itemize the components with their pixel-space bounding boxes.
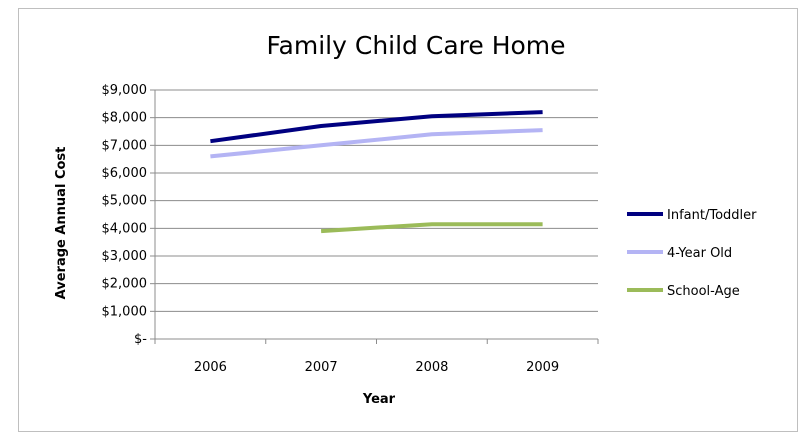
series-lines bbox=[210, 110, 543, 234]
x-tick-label: 2007 bbox=[305, 360, 338, 375]
series-line-4-year-old bbox=[210, 128, 543, 159]
series-line-school-age bbox=[320, 222, 543, 234]
y-tick-label: $6,000 bbox=[102, 166, 148, 181]
axes: $- $1,000 $2,000 $3,000 $4,000 $5,000 $6,000 $7… bbox=[102, 83, 599, 375]
legend-label: School-Age bbox=[667, 284, 740, 299]
y-tick-label: $8,000 bbox=[102, 111, 148, 126]
line-chart: Family Child Care Home $- $1,000 $2,000 $3,… bbox=[54, 31, 757, 407]
chart-frame: Family Child Care Home $- $1,000 $2,000 $3,… bbox=[18, 8, 798, 432]
series-line-infant-toddler bbox=[210, 110, 543, 144]
y-tick-label: $2,000 bbox=[102, 277, 148, 292]
x-tick-label: 2009 bbox=[526, 360, 559, 375]
legend-label: Infant/Toddler bbox=[667, 208, 757, 223]
y-tick-label: $1,000 bbox=[102, 304, 148, 319]
y-tick-label: $7,000 bbox=[102, 138, 148, 153]
y-tick-label: $4,000 bbox=[102, 221, 148, 236]
y-axis-title: Average Annual Cost bbox=[54, 147, 69, 300]
x-tick-label: 2006 bbox=[194, 360, 227, 375]
x-tick-label: 2008 bbox=[415, 360, 448, 375]
y-tick-label: $3,000 bbox=[102, 249, 148, 264]
y-tick-label: $- bbox=[134, 332, 147, 347]
x-axis-title: Year bbox=[362, 392, 396, 407]
gridlines bbox=[155, 89, 598, 312]
y-tick-label: $5,000 bbox=[102, 194, 148, 209]
y-tick-label: $9,000 bbox=[102, 83, 148, 98]
legend-label: 4-Year Old bbox=[667, 246, 732, 261]
chart-title: Family Child Care Home bbox=[266, 31, 565, 60]
legend: Infant/Toddler 4-Year Old School-Age bbox=[627, 208, 757, 299]
